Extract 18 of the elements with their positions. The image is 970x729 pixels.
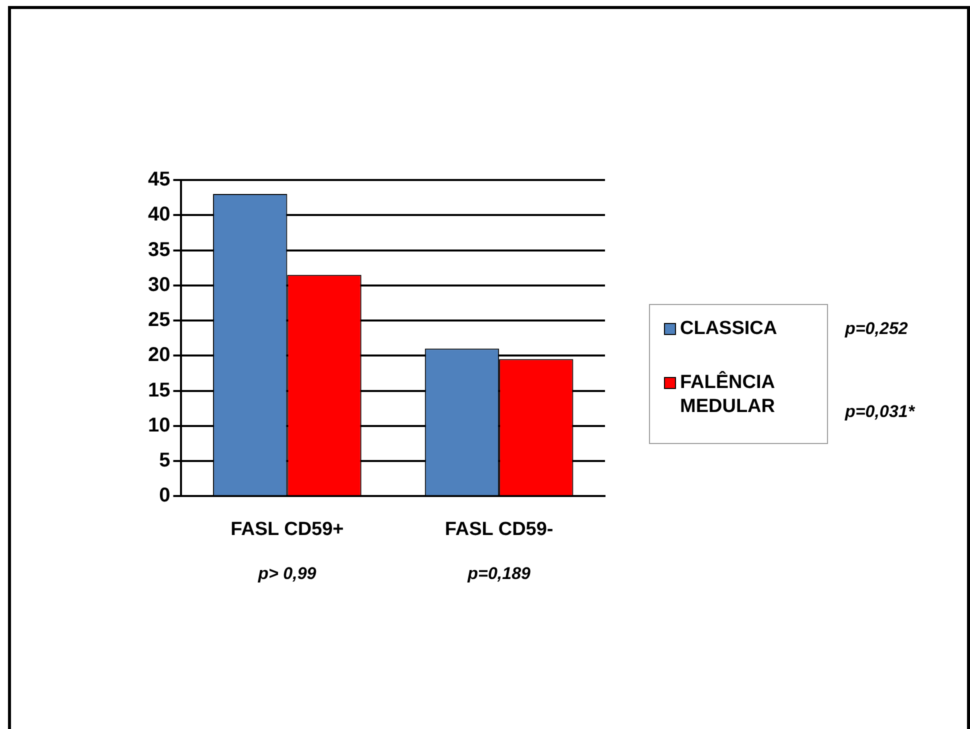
text: p=0,252	[845, 319, 908, 339]
y-tick-label: 30	[148, 274, 170, 296]
y-tick-label: 45	[148, 168, 170, 191]
text: p=0,031*	[845, 402, 914, 422]
y-tick-label: 25	[148, 309, 170, 332]
legend-label: FALÊNCIA MEDULAR	[680, 371, 776, 419]
y-tick-label: 15	[148, 379, 170, 402]
y-tick-label: 35	[148, 238, 170, 261]
x-tick-label: FASL CD59-	[444, 518, 554, 540]
text: p> 0,99	[257, 564, 317, 583]
legend-label: CLASSICA	[680, 317, 778, 341]
y-tick-label: 5	[159, 450, 170, 472]
y-tick-label: 20	[148, 344, 170, 366]
y-tick-label: 40	[148, 204, 170, 226]
x-tick-label: FASL CD59+	[230, 518, 344, 540]
text: p=0,189	[466, 564, 532, 583]
y-tick-label: 0	[159, 484, 170, 507]
y-tick-label: 10	[148, 414, 170, 436]
